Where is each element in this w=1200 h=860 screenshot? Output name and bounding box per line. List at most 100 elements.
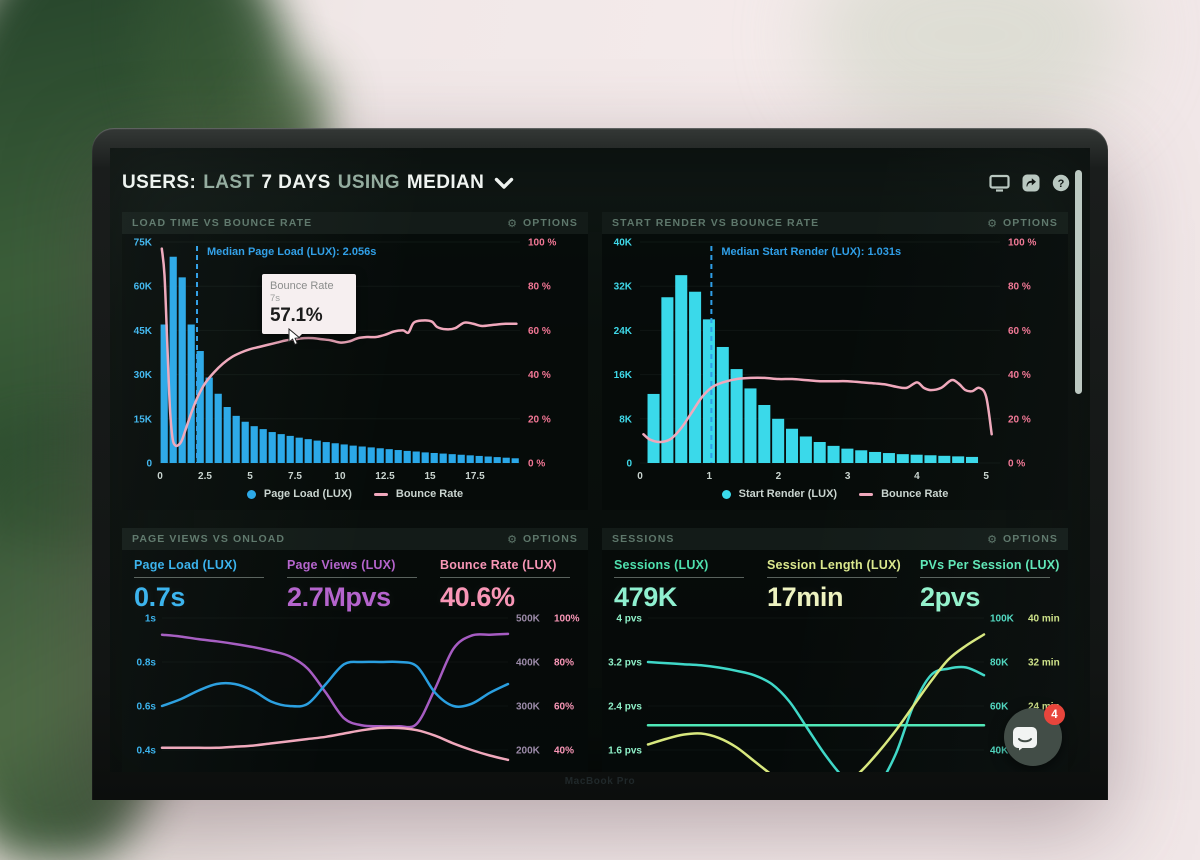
svg-text:1s: 1s (145, 614, 157, 625)
metrics-row: Page Load (LUX) 0.7s Page Views (LUX) 2.… (122, 550, 588, 614)
legend-line-swatch (373, 492, 388, 496)
legend-bar-label[interactable]: Start Render (LUX) (738, 488, 838, 500)
gear-icon: ⚙ (507, 216, 519, 230)
svg-text:100K: 100K (990, 614, 1015, 625)
svg-text:15K: 15K (134, 414, 153, 425)
metric-value: 2pvs (920, 582, 980, 612)
svg-text:2: 2 (776, 471, 782, 482)
svg-text:500K: 500K (516, 614, 541, 625)
svg-text:24K: 24K (614, 326, 633, 337)
chat-launcher-button[interactable]: 4 (1004, 704, 1065, 766)
svg-text:30K: 30K (134, 370, 153, 381)
panel-header: SESSIONS ⚙ OPTIONS (602, 528, 1068, 550)
options-button[interactable]: ⚙ OPTIONS (987, 217, 1058, 229)
svg-text:100 %: 100 % (528, 238, 556, 249)
start-render-histogram[interactable]: 40K 32K 24K 16K 8K 0 100 % 80 % 60 % 40 % 20 % 0 % 0… (602, 234, 1068, 486)
panel-title: PAGE VIEWS VS ONLOAD (132, 533, 286, 545)
svg-text:0 %: 0 % (528, 459, 545, 470)
metric-value: 17min (767, 582, 844, 612)
metric-rule (767, 577, 897, 578)
metric-label: Page Load (LUX) (134, 558, 238, 572)
svg-text:40 min: 40 min (1028, 614, 1060, 625)
svg-text:80%: 80% (554, 658, 574, 669)
app-header: USERS: LAST 7 DAYS USING MEDIAN ? (122, 164, 1070, 202)
svg-text:400K: 400K (516, 658, 541, 669)
metric-page-views: Page Views (LUX) 2.7Mpvs (287, 558, 433, 614)
svg-text:60K: 60K (134, 282, 153, 293)
title-last: LAST (203, 172, 255, 193)
options-button[interactable]: ⚙ OPTIONS (507, 217, 578, 229)
svg-text:?: ? (1058, 178, 1065, 190)
svg-text:60K: 60K (990, 702, 1009, 713)
panel-sessions: SESSIONS ⚙ OPTIONS Sessions (LUX) 479K S… (602, 528, 1068, 772)
tooltip-value: 57.1% (270, 305, 323, 326)
display-icon[interactable] (989, 174, 1010, 192)
legend-line-swatch (859, 492, 874, 496)
median-annotation: Median Page Load (LUX): 2.056s (207, 246, 377, 258)
legend-line-label[interactable]: Bounce Rate (881, 488, 949, 500)
metric-value: 479K (614, 582, 677, 612)
svg-text:45K: 45K (134, 326, 153, 337)
svg-text:17.5: 17.5 (465, 471, 485, 482)
svg-text:8K: 8K (619, 414, 633, 425)
svg-text:60%: 60% (554, 702, 574, 713)
panel-load-time: LOAD TIME VS BOUNCE RATE ⚙ OPTIONS 75K 60… (122, 212, 588, 510)
svg-text:16K: 16K (614, 370, 633, 381)
metric-rule (287, 577, 417, 578)
panel-header: START RENDER VS BOUNCE RATE ⚙ OPTIONS (602, 212, 1068, 234)
metric-page-load: Page Load (LUX) 0.7s (134, 558, 280, 614)
svg-text:5: 5 (247, 471, 253, 482)
metric-rule (134, 577, 264, 578)
svg-text:100%: 100% (554, 614, 580, 625)
chevron-down-icon[interactable] (494, 177, 514, 190)
title-using: USING (337, 172, 400, 193)
share-icon[interactable] (1022, 174, 1040, 192)
metrics-row: Sessions (LUX) 479K Session Length (LUX)… (602, 550, 1068, 614)
svg-text:4: 4 (914, 471, 920, 482)
chart-tooltip: Bounce Rate 7s 57.1% (262, 274, 356, 341)
load-time-histogram[interactable]: 75K 60K 45K 30K 15K 0 100 % 80 % 60 % 40 % 20 % 0 %… (122, 234, 588, 486)
metric-pvs-per-session: PVs Per Session (LUX) 2pvs (920, 558, 1066, 614)
panel-title: SESSIONS (612, 533, 675, 545)
svg-text:40K: 40K (990, 746, 1009, 757)
svg-text:20 %: 20 % (1008, 414, 1031, 425)
chart-legend: Start Render (LUX) Bounce Rate (602, 488, 1068, 500)
svg-text:300K: 300K (516, 702, 541, 713)
svg-text:3.2 pvs: 3.2 pvs (608, 658, 642, 669)
title-days: 7 DAYS (261, 172, 331, 193)
metric-rule (614, 577, 744, 578)
svg-text:200K: 200K (516, 746, 541, 757)
metric-value: 2.7Mpvs (287, 582, 391, 612)
metric-rule (440, 577, 570, 578)
legend-line-label[interactable]: Bounce Rate (395, 488, 464, 500)
page-views-line-chart[interactable]: 1s 0.8s 0.6s 0.4s 500K 400K 300K 200K 100% 80% 60%… (122, 614, 588, 772)
metric-value: 0.7s (134, 582, 185, 612)
mouse-cursor (288, 328, 302, 346)
header-icons: ? (989, 174, 1070, 192)
page-title: USERS: LAST 7 DAYS USING MEDIAN (122, 172, 514, 194)
svg-text:0.4s: 0.4s (137, 746, 157, 757)
tooltip-x-value: 7s (270, 293, 281, 304)
title-median: MEDIAN (406, 172, 485, 193)
svg-text:80 %: 80 % (1008, 282, 1031, 293)
svg-text:1.6 pvs: 1.6 pvs (608, 746, 642, 757)
svg-text:5: 5 (983, 471, 989, 482)
panel-title: LOAD TIME VS BOUNCE RATE (132, 217, 313, 229)
sessions-line-chart[interactable]: 4 pvs 3.2 pvs 2.4 pvs 1.6 pvs 100K 80K 60K 40K 4… (602, 614, 1068, 772)
device-label: MacBook Pro (564, 776, 636, 787)
scrollbar[interactable] (1075, 170, 1082, 394)
metric-label: PVs Per Session (LUX) (920, 558, 1060, 572)
metric-session-length: Session Length (LUX) 17min (767, 558, 913, 614)
svg-text:0: 0 (146, 459, 152, 470)
options-button[interactable]: ⚙ OPTIONS (507, 533, 578, 545)
svg-text:80 %: 80 % (528, 282, 551, 293)
svg-text:60 %: 60 % (528, 326, 551, 337)
help-icon[interactable]: ? (1052, 174, 1070, 192)
panel-page-views: PAGE VIEWS VS ONLOAD ⚙ OPTIONS Page Load… (122, 528, 588, 772)
dashboard-screen: USERS: LAST 7 DAYS USING MEDIAN ? (110, 148, 1090, 772)
svg-text:32K: 32K (614, 282, 633, 293)
legend-bar-label[interactable]: Page Load (LUX) (263, 488, 352, 500)
panel-header: PAGE VIEWS VS ONLOAD ⚙ OPTIONS (122, 528, 588, 550)
options-button[interactable]: ⚙ OPTIONS (987, 533, 1058, 545)
svg-text:32 min: 32 min (1028, 658, 1060, 669)
